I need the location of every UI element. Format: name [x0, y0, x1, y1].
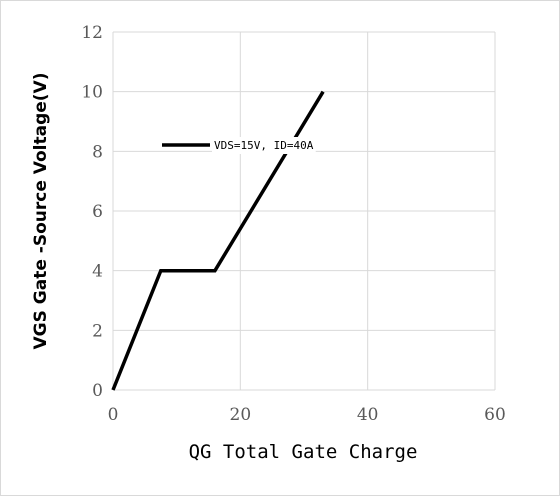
y-tick-label: 8	[92, 142, 103, 162]
y-tick-label: 0	[92, 381, 103, 401]
series-line	[111, 90, 325, 391]
legend-label: VDS=15V, ID=40A	[214, 139, 314, 152]
y-tick-label: 12	[81, 23, 103, 43]
x-tick-label: 40	[357, 405, 379, 425]
grid	[112, 31, 496, 391]
y-tick-label: 10	[81, 83, 103, 103]
x-tick-label: 0	[108, 405, 119, 425]
x-tick-label: 60	[484, 405, 506, 425]
legend: VDS=15V, ID=40A	[162, 137, 316, 154]
y-axis-label: VGS Gate -Source Voltage(V)	[31, 73, 51, 350]
x-tick-label: 20	[230, 405, 252, 425]
y-tick-label: 4	[92, 262, 103, 282]
axes: 0 2 4 6 8 10 12 0 20 40 60	[81, 23, 505, 425]
series-layer	[111, 90, 325, 391]
y-tick-label: 6	[92, 202, 103, 222]
legend-background	[212, 137, 316, 154]
y-tick-label: 2	[92, 321, 103, 341]
x-axis-label: QG Total Gate Charge	[189, 441, 418, 463]
